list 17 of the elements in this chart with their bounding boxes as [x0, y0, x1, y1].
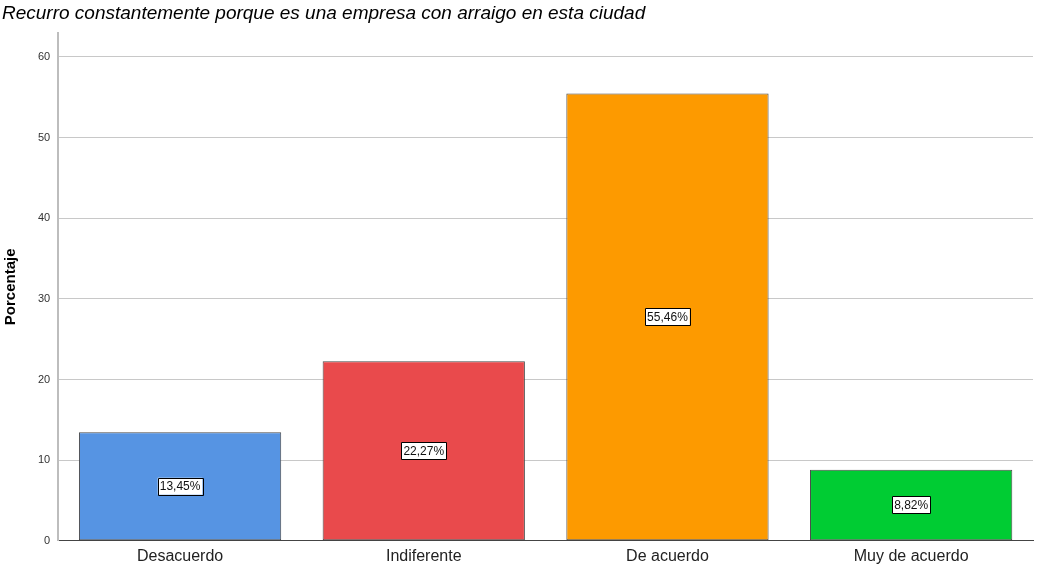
data-label: 8,82%	[894, 497, 929, 512]
y-tick-label: 0	[44, 533, 51, 546]
y-tick-label: 50	[37, 130, 51, 143]
data-label: 22,27%	[403, 443, 445, 458]
y-tick-label: 30	[37, 291, 51, 304]
y-tick-label: 10	[37, 453, 51, 466]
x-tick-label: Indiferente	[385, 546, 462, 564]
chart-title: Recurro constantemente porque es una empresa con arraigo en esta ciudad	[2, 1, 647, 23]
y-tick-label: 20	[37, 372, 51, 385]
y-axis-title: Porcentaje	[1, 248, 19, 326]
x-tick-label: De acuerdo	[626, 546, 709, 564]
x-tick-label: Desacuerdo	[136, 546, 224, 564]
x-tick-label: Muy de acuerdo	[853, 546, 969, 564]
y-tick-label: 40	[37, 211, 51, 224]
data-label: 13,45%	[159, 479, 201, 494]
data-label: 55,46%	[647, 309, 689, 324]
y-tick-label: 60	[37, 50, 51, 63]
